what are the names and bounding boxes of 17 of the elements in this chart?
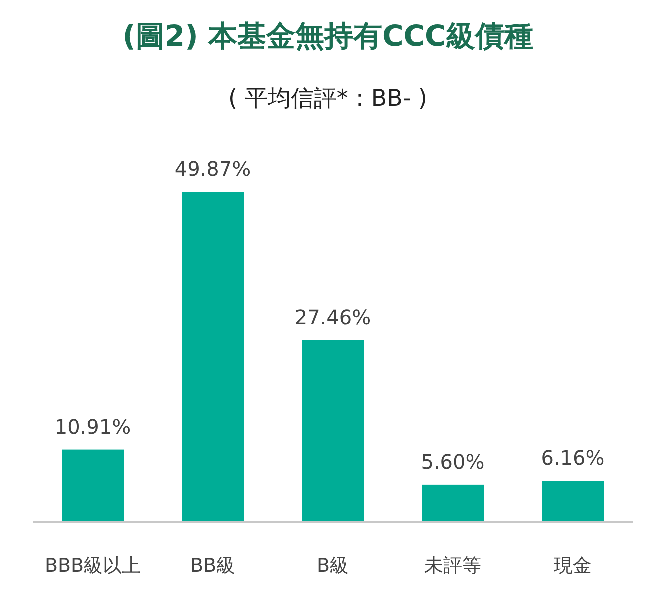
chart-subtitle: ( 平均信評*：BB- )	[228, 86, 428, 112]
data-label: 27.46%	[294, 305, 372, 330]
x-tick-label: BBB級以上	[44, 555, 142, 577]
data-label: 6.16%	[541, 446, 605, 470]
x-tick-label: 現金	[554, 555, 592, 577]
x-tick-label: 未評等	[424, 555, 482, 577]
data-label: 10.91%	[54, 414, 132, 439]
bar	[422, 484, 484, 522]
x-tick-label: B級	[316, 555, 350, 577]
chart-title: (圖2) 本基金無持有CCC級債種	[122, 19, 534, 53]
bar	[182, 192, 244, 522]
x-tick-label: BB級	[190, 555, 236, 577]
bar	[542, 481, 604, 522]
data-label: 5.60%	[421, 450, 485, 474]
bar	[62, 450, 124, 522]
data-label: 49.87%	[174, 157, 252, 181]
bar	[302, 340, 364, 522]
